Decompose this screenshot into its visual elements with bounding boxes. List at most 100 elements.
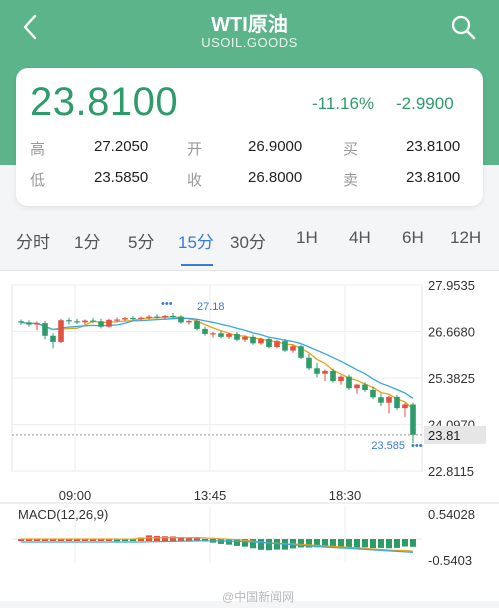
macd-bar — [297, 539, 305, 548]
page-title: WTI原油 — [211, 14, 288, 36]
macd-bar — [361, 539, 369, 548]
macd-bar — [401, 539, 409, 547]
search-button[interactable] — [448, 12, 478, 42]
candle-body — [122, 318, 128, 320]
candle-body — [362, 384, 368, 391]
tab-5min[interactable]: 5分 — [128, 233, 155, 252]
close-label: 收 — [187, 172, 203, 189]
macd-bar — [233, 539, 241, 546]
macd-bar — [393, 539, 401, 548]
ask-label: 卖 — [343, 172, 359, 189]
symbol-code: USOIL.GOODS — [201, 35, 298, 50]
macd-bar — [305, 539, 313, 548]
macd-bar — [89, 539, 97, 541]
tab-1h[interactable]: 1H — [296, 228, 318, 247]
bid-value: 23.8100 — [406, 138, 461, 155]
macd-bar — [41, 539, 49, 541]
candle-body — [314, 368, 320, 374]
tab-12h[interactable]: 12H — [450, 228, 482, 247]
candle-body — [202, 328, 208, 334]
grid-lines — [11, 284, 423, 563]
candle-body — [354, 384, 360, 389]
macd-bar — [177, 537, 185, 541]
tab-6h[interactable]: 6H — [402, 228, 424, 247]
y-tick-label: 27.9535 — [428, 278, 475, 293]
candle-body — [210, 333, 216, 335]
candle-body — [250, 336, 256, 344]
ma-line — [20, 316, 414, 410]
candle-body — [338, 376, 344, 381]
candle-body — [194, 320, 200, 329]
candle-body — [386, 396, 392, 403]
candle-body — [66, 320, 72, 322]
last-price: 23.8100 — [30, 80, 179, 124]
candle-body — [330, 370, 336, 381]
candle-body — [98, 321, 104, 327]
macd-bar — [225, 539, 233, 545]
macd-bar — [49, 539, 57, 541]
tab-15min[interactable]: 15分 — [178, 233, 214, 252]
candle-body — [146, 316, 152, 318]
tab-timeshare[interactable]: 分时 — [16, 233, 50, 252]
x-tick-label: 13:45 — [194, 488, 227, 503]
tab-30min[interactable]: 30分 — [230, 233, 266, 252]
ask-value: 23.8100 — [406, 169, 461, 186]
x-tick-label: 09:00 — [59, 488, 92, 503]
candle-body — [370, 390, 376, 398]
macd-bar — [249, 539, 257, 549]
macd-bar — [273, 539, 281, 550]
macd-panel: MACD(12,26,9) 0.54028 -0.5403 — [0, 502, 499, 568]
x-tick-label: 18:30 — [329, 488, 362, 503]
y-tick-label: 25.3825 — [428, 371, 475, 386]
high-label: 高 — [30, 141, 46, 158]
candle-body — [106, 319, 112, 327]
open-value: 26.9000 — [248, 138, 303, 155]
candle-body — [266, 339, 272, 347]
macd-bottom-tick: -0.5403 — [428, 553, 472, 568]
candle-body — [282, 341, 288, 351]
candle-body — [234, 333, 240, 340]
macd-bar — [241, 539, 249, 547]
search-icon — [451, 15, 476, 40]
active-tab-indicator — [181, 264, 213, 266]
macd-bar — [329, 539, 337, 548]
candle-body — [34, 323, 40, 325]
chart-area[interactable]: 27.9535 26.6680 25.3825 24.0970 22.8115 09:0… — [0, 271, 499, 601]
open-label: 开 — [187, 141, 203, 158]
candle-body — [218, 333, 224, 337]
candle-body — [186, 320, 192, 323]
tab-1min[interactable]: 1分 — [74, 233, 101, 252]
macd-bar — [33, 539, 41, 541]
candle-body — [26, 322, 32, 325]
high-marker-label: 27.18 — [197, 301, 225, 313]
candle-body — [410, 404, 416, 435]
macd-bar — [161, 536, 169, 541]
candle-body — [306, 357, 312, 369]
interval-tabs: 分时 1分 5分 15分 30分 1H 4H 6H 12H — [0, 228, 499, 262]
back-button[interactable] — [16, 12, 46, 42]
candle-body — [154, 316, 160, 318]
macd-bar — [345, 539, 353, 548]
macd-bar — [129, 539, 137, 542]
time-axis: 09:00 13:45 18:30 — [59, 488, 362, 503]
low-value: 23.5850 — [94, 169, 149, 186]
last-price-box — [424, 425, 486, 444]
macd-bar — [257, 539, 265, 550]
quote-card: 23.8100 -11.16% -2.9900 高 27.2050 开 26.9… — [16, 68, 483, 206]
macd-bar — [321, 539, 329, 548]
change-percent: -11.16% — [312, 94, 375, 113]
macd-bar — [121, 539, 129, 542]
macd-title: MACD(12,26,9) — [18, 507, 108, 522]
macd-dif-line — [21, 536, 414, 552]
tab-4h[interactable]: 4H — [349, 228, 371, 247]
ma-line — [20, 317, 414, 399]
macd-dea-line — [21, 540, 414, 553]
candle-body — [226, 333, 232, 337]
candle-body — [290, 346, 296, 351]
candle-body — [242, 336, 248, 340]
moving-averages — [20, 316, 414, 410]
macd-bar — [73, 539, 81, 541]
macd-bar — [193, 538, 201, 541]
